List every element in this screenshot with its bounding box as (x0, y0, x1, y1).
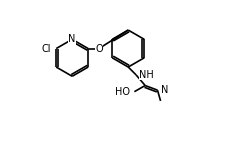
Text: N: N (69, 34, 76, 44)
Text: HO: HO (115, 87, 130, 97)
Text: Cl: Cl (41, 44, 51, 54)
Text: O: O (95, 44, 103, 54)
Text: NH: NH (139, 70, 154, 80)
Text: N: N (161, 85, 168, 95)
